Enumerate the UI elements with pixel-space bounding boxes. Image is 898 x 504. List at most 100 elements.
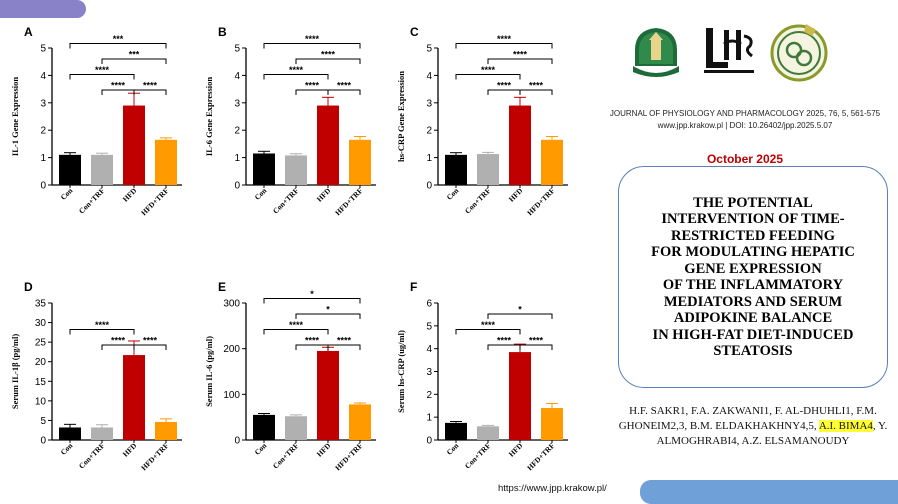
bar-hfd-trf — [155, 139, 177, 185]
author-list: H.F. SAKR1, F.A. ZAKWANI1, F. AL-DHUHLI1… — [612, 404, 894, 449]
y-tick-label: 5 — [426, 44, 432, 55]
significance-label: * — [310, 289, 314, 299]
bar-con-trf — [285, 416, 307, 440]
category-label: Con — [59, 440, 75, 456]
y-tick-label: 2 — [426, 126, 432, 137]
chart-panel-c: C 0 1 2 3 4 5 hs-CRP Gene Expression Con Con+TRF H… — [396, 25, 568, 217]
y-tick-label: 3 — [40, 98, 46, 109]
y-tick-label: 6 — [426, 299, 432, 310]
bar-con-trf — [477, 426, 499, 440]
journal-line-1: JOURNAL OF PHYSIOLOGY AND PHARMACOLOGY 2… — [609, 109, 881, 118]
significance-label: **** — [321, 50, 336, 60]
y-tick-label: 1 — [40, 153, 46, 164]
significance-bracket — [101, 58, 167, 64]
y-tick-label: 30 — [35, 318, 47, 329]
lung-care-society-logo — [704, 28, 754, 73]
significance-label: **** — [289, 65, 304, 75]
bar-con-trf — [91, 154, 113, 185]
category-label: Con — [445, 185, 461, 201]
category-label: HFD+TRF — [525, 441, 556, 472]
category-label: HFD — [315, 186, 333, 204]
y-tick-label: 0 — [40, 181, 46, 192]
y-tick-label: 2 — [234, 126, 240, 137]
bottom-footer-bar — [640, 480, 898, 504]
significance-label: **** — [481, 320, 496, 330]
significance-bracket — [327, 89, 361, 95]
significance-bracket — [487, 344, 521, 350]
significance-bracket — [487, 58, 553, 64]
y-tick-label: 5 — [426, 321, 432, 332]
y-tick-label: 35 — [35, 299, 47, 310]
y-tick-label: 3 — [426, 367, 432, 378]
category-label: Con — [445, 440, 461, 456]
title-box: THE POTENTIAL INTERVENTION OF TIME- REST… — [618, 166, 888, 388]
category-label: HFD — [507, 186, 525, 204]
authors-part-1: H.F. SAKR1, F.A. ZAKWANI1, F. AL-DHUHLI1… — [618, 405, 877, 432]
panel-letter: C — [410, 25, 419, 39]
society-emblem-logo — [770, 24, 828, 82]
significance-bracket — [295, 313, 361, 319]
category-label: HFD+TRF — [525, 186, 556, 217]
y-tick-label: 200 — [223, 344, 240, 355]
significance-label: **** — [305, 34, 320, 44]
significance-label: **** — [289, 320, 304, 330]
significance-bracket — [263, 43, 361, 49]
bar-con-trf — [477, 154, 499, 185]
bar-hfd-trf — [541, 408, 563, 440]
significance-bracket — [487, 89, 521, 95]
significance-label: **** — [497, 34, 512, 44]
y-axis-label: Serum IL-1β (pg/ml) — [10, 334, 20, 409]
significance-label: **** — [143, 81, 158, 91]
top-accent-bar — [0, 0, 86, 18]
bar-con — [445, 422, 467, 440]
chart-panel-e: E 0 100 200 300 Serum IL-6 (pg/ml) Con Con+TRF H… — [204, 280, 376, 472]
bar-hfd-trf — [349, 139, 371, 185]
y-tick-label: 100 — [223, 390, 240, 401]
significance-bracket — [455, 43, 553, 49]
significance-bracket — [263, 329, 329, 335]
y-tick-label: 4 — [426, 71, 432, 82]
significance-bracket — [295, 89, 329, 95]
significance-label: **** — [337, 81, 352, 91]
significance-label: **** — [529, 336, 544, 346]
panel-letter: B — [218, 25, 227, 39]
y-tick-label: 2 — [40, 126, 46, 137]
significance-label: **** — [481, 65, 496, 75]
chart-panel-b: B 0 1 2 3 4 5 IL-6 Gene Expression Con Con+TRF HFD… — [204, 25, 376, 217]
significance-label: **** — [497, 336, 512, 346]
significance-label: * — [326, 305, 330, 315]
significance-bracket — [101, 89, 135, 95]
bar-hfd — [123, 105, 145, 185]
category-label: HFD — [121, 441, 139, 459]
website-url[interactable]: https://www.jpp.krakow.pl/ — [498, 483, 607, 494]
bar-con — [253, 153, 275, 185]
significance-label: **** — [95, 65, 110, 75]
y-tick-label: 0 — [234, 436, 240, 447]
bar-con-trf — [285, 155, 307, 185]
category-label: Con+TRF — [77, 186, 107, 216]
bar-con — [59, 427, 81, 440]
y-tick-label: 15 — [35, 377, 47, 388]
category-label: Con — [253, 185, 269, 201]
y-axis-label: IL-6 Gene Expression — [204, 77, 214, 156]
chart-panel-f: F 0 1 2 3 4 5 6 Serum hs-CRP (ug/ml) Con Con+TRF HF… — [396, 280, 568, 472]
significance-label: **** — [513, 50, 528, 60]
bar-con — [59, 154, 81, 185]
significance-label: **** — [337, 336, 352, 346]
bar-hfd-trf — [349, 404, 371, 440]
y-axis-label: Serum IL-6 (pg/ml) — [204, 336, 214, 407]
chart-panel-d: D 0 5 10 15 20 25 30 35 Serum IL-1β (pg/ml) Con Con… — [10, 280, 182, 472]
bar-hfd — [317, 350, 339, 440]
significance-bracket — [263, 298, 361, 304]
significance-label: **** — [111, 336, 126, 346]
significance-bracket — [101, 344, 135, 350]
y-tick-label: 0 — [426, 181, 432, 192]
significance-label: **** — [305, 81, 320, 91]
category-label: Con+TRF — [271, 186, 301, 216]
significance-bracket — [295, 58, 361, 64]
y-axis-label: Serum hs-CRP (ug/ml) — [396, 330, 406, 413]
category-label: Con+TRF — [77, 441, 107, 471]
category-label: HFD — [315, 441, 333, 459]
bar-con — [445, 154, 467, 185]
